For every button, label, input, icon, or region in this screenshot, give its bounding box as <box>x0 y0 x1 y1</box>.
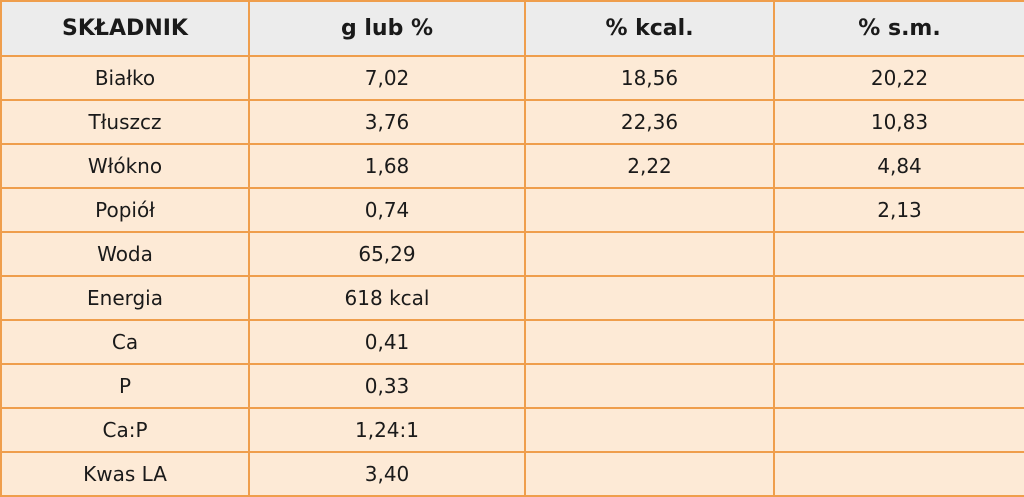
value-cell: 2,13 <box>773 187 1024 233</box>
value-cell: 22,36 <box>524 99 775 145</box>
ingredient-cell: P <box>0 363 250 409</box>
value-cell: 10,83 <box>773 99 1024 145</box>
value-cell: 7,02 <box>248 55 526 101</box>
ingredient-cell: Tłuszcz <box>0 99 250 145</box>
value-cell: 2,22 <box>524 143 775 189</box>
table-body: Białko 7,02 18,56 20,22 Tłuszcz 3,76 22,36 10,8… <box>0 55 1024 497</box>
value-cell: 3,76 <box>248 99 526 145</box>
value-cell: 0,41 <box>248 319 526 365</box>
value-cell <box>524 231 775 277</box>
value-cell <box>773 319 1024 365</box>
value-cell: 4,84 <box>773 143 1024 189</box>
value-cell: 18,56 <box>524 55 775 101</box>
ingredient-cell: Woda <box>0 231 250 277</box>
ingredient-cell: Popiół <box>0 187 250 233</box>
value-cell <box>773 407 1024 453</box>
ingredient-cell: Ca:P <box>0 407 250 453</box>
value-cell <box>524 407 775 453</box>
header-cell: SKŁADNIK <box>0 0 250 57</box>
header-cell: % s.m. <box>773 0 1024 57</box>
table-row: Energia 618 kcal <box>0 275 1024 321</box>
table-row: Popiół 0,74 2,13 <box>0 187 1024 233</box>
value-cell <box>773 275 1024 321</box>
value-cell <box>524 451 775 497</box>
value-cell: 0,33 <box>248 363 526 409</box>
value-cell: 0,74 <box>248 187 526 233</box>
header-cell: g lub % <box>248 0 526 57</box>
ingredient-cell: Ca <box>0 319 250 365</box>
value-cell: 618 kcal <box>248 275 526 321</box>
value-cell <box>773 363 1024 409</box>
ingredient-cell: Włókno <box>0 143 250 189</box>
value-cell <box>773 231 1024 277</box>
table-row: Włókno 1,68 2,22 4,84 <box>0 143 1024 189</box>
value-cell: 20,22 <box>773 55 1024 101</box>
value-cell: 1,68 <box>248 143 526 189</box>
value-cell <box>524 319 775 365</box>
table-row: Tłuszcz 3,76 22,36 10,83 <box>0 99 1024 145</box>
header-cell: % kcal. <box>524 0 775 57</box>
value-cell: 65,29 <box>248 231 526 277</box>
value-cell <box>524 275 775 321</box>
table-row: Ca:P 1,24:1 <box>0 407 1024 453</box>
table-row: Białko 7,02 18,56 20,22 <box>0 55 1024 101</box>
value-cell <box>524 363 775 409</box>
table-row: P 0,33 <box>0 363 1024 409</box>
value-cell: 3,40 <box>248 451 526 497</box>
table-row: Kwas LA 3,40 <box>0 451 1024 497</box>
header-row: SKŁADNIK g lub %% kcal.% s.m. <box>0 0 1024 57</box>
value-cell <box>524 187 775 233</box>
ingredient-cell: Energia <box>0 275 250 321</box>
table-row: Woda 65,29 <box>0 231 1024 277</box>
ingredient-cell: Białko <box>0 55 250 101</box>
value-cell <box>773 451 1024 497</box>
table-row: Ca 0,41 <box>0 319 1024 365</box>
ingredient-cell: Kwas LA <box>0 451 250 497</box>
value-cell: 1,24:1 <box>248 407 526 453</box>
